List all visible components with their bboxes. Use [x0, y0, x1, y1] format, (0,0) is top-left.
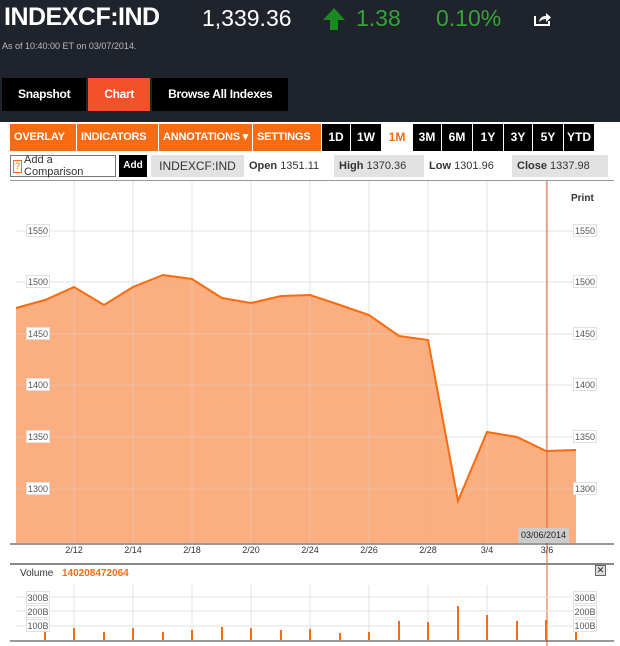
- x-tick: 2/14: [124, 545, 142, 555]
- tab-browse-all-indexes[interactable]: Browse All Indexes: [152, 78, 289, 111]
- annotations-dropdown[interactable]: ANNOTATIONS ▾: [159, 124, 252, 151]
- x-tick: 2/28: [419, 545, 437, 555]
- help-icon[interactable]: ?: [13, 159, 23, 173]
- price-line: [15, 273, 577, 505]
- low-stat: Low 1301.96: [429, 160, 494, 172]
- as-of-timestamp: As of 10:40:00 ET on 03/07/2014.: [2, 41, 137, 51]
- y-tick-left: 1400: [26, 378, 50, 391]
- y-tick-left: 1500: [26, 275, 50, 288]
- range-5y[interactable]: 5Y: [533, 124, 563, 151]
- range-1w[interactable]: 1W: [351, 124, 381, 151]
- volume-tick-right: 300B: [573, 591, 597, 604]
- y-tick-right: 1500: [573, 275, 597, 288]
- settings-dropdown[interactable]: SETTINGS ▾: [253, 124, 321, 170]
- tab-snapshot[interactable]: Snapshot: [2, 78, 87, 111]
- volume-tick-left: 200B: [26, 605, 50, 618]
- volume-value: 140208472064: [62, 568, 129, 579]
- x-tick: 2/20: [242, 545, 260, 555]
- range-3y[interactable]: 3Y: [504, 124, 532, 151]
- high-stat: High 1370.36: [334, 155, 424, 177]
- comparison-input[interactable]: ? Add a Comparison: [10, 154, 116, 178]
- y-tick-right: 1350: [573, 430, 597, 443]
- y-tick-right: 1550: [573, 224, 597, 237]
- range-3m[interactable]: 3M: [413, 124, 441, 151]
- y-tick-right: 1450: [573, 327, 597, 340]
- close-stat: Close 1337.98: [512, 155, 608, 177]
- price-area: [16, 275, 576, 543]
- ticker-symbol: INDEXCF:IND: [4, 3, 160, 31]
- volume-label: Volume: [20, 568, 54, 579]
- arrow-up-icon: [323, 8, 345, 30]
- overlay-dropdown[interactable]: OVERLAY ▾: [10, 124, 76, 170]
- volume-tick-left: 100B: [26, 619, 50, 632]
- price-change-percent: 0.10%: [436, 5, 502, 31]
- volume-panel-border: [10, 563, 614, 565]
- x-tick: 2/24: [301, 545, 319, 555]
- price-chart[interactable]: [0, 181, 620, 646]
- close-volume-icon[interactable]: ✕: [595, 565, 606, 576]
- range-1m[interactable]: 1M: [382, 124, 412, 151]
- open-stat: Open 1351.11: [249, 160, 320, 172]
- y-tick-left: 1300: [26, 482, 50, 495]
- chart-top-border: [10, 180, 614, 181]
- y-tick-right: 1300: [573, 482, 597, 495]
- x-tick: 3/6: [540, 545, 554, 555]
- x-tick: 2/18: [183, 545, 201, 555]
- y-tick-left: 1550: [26, 224, 50, 237]
- range-ytd[interactable]: YTD: [564, 124, 594, 151]
- info-bar: ? Add a Comparison Add INDEXCF:IND Open …: [10, 154, 614, 178]
- symbol-label: INDEXCF:IND: [151, 155, 244, 177]
- volume-bars: [44, 606, 577, 640]
- chart-toolbar: OVERLAY ▾ INDICATORS ▾ ANNOTATIONS ▾ SET…: [10, 124, 595, 170]
- share-icon[interactable]: [534, 12, 552, 26]
- print-button[interactable]: Print: [571, 193, 594, 204]
- x-tick: 3/4: [480, 545, 494, 555]
- range-1y[interactable]: 1Y: [473, 124, 503, 151]
- x-tick: 2/26: [360, 545, 378, 555]
- tab-chart[interactable]: Chart: [88, 78, 151, 111]
- range-1d[interactable]: 1D: [322, 124, 350, 151]
- range-6m[interactable]: 6M: [442, 124, 472, 151]
- y-tick-left: 1450: [26, 327, 50, 340]
- comparison-placeholder: Add a Comparison: [24, 154, 84, 178]
- x-tick: 2/12: [65, 545, 83, 555]
- y-tick-left: 1350: [26, 430, 50, 443]
- price-change: 1.38: [356, 5, 401, 31]
- tab-bar: Snapshot Chart Browse All Indexes: [2, 78, 290, 111]
- quote-header: INDEXCF:IND 1,339.36 1.38 0.10% As of 10…: [0, 0, 620, 122]
- y-tick-right: 1400: [573, 378, 597, 391]
- last-price: 1,339.36: [202, 5, 292, 31]
- add-comparison-button[interactable]: Add: [119, 155, 147, 177]
- volume-grid: [16, 585, 596, 640]
- volume-tick-right: 100B: [573, 619, 597, 632]
- volume-tick-left: 300B: [26, 591, 50, 604]
- volume-tick-right: 200B: [573, 605, 597, 618]
- indicators-dropdown[interactable]: INDICATORS ▾: [77, 124, 158, 170]
- crosshair-date-label: 03/06/2014: [518, 528, 570, 543]
